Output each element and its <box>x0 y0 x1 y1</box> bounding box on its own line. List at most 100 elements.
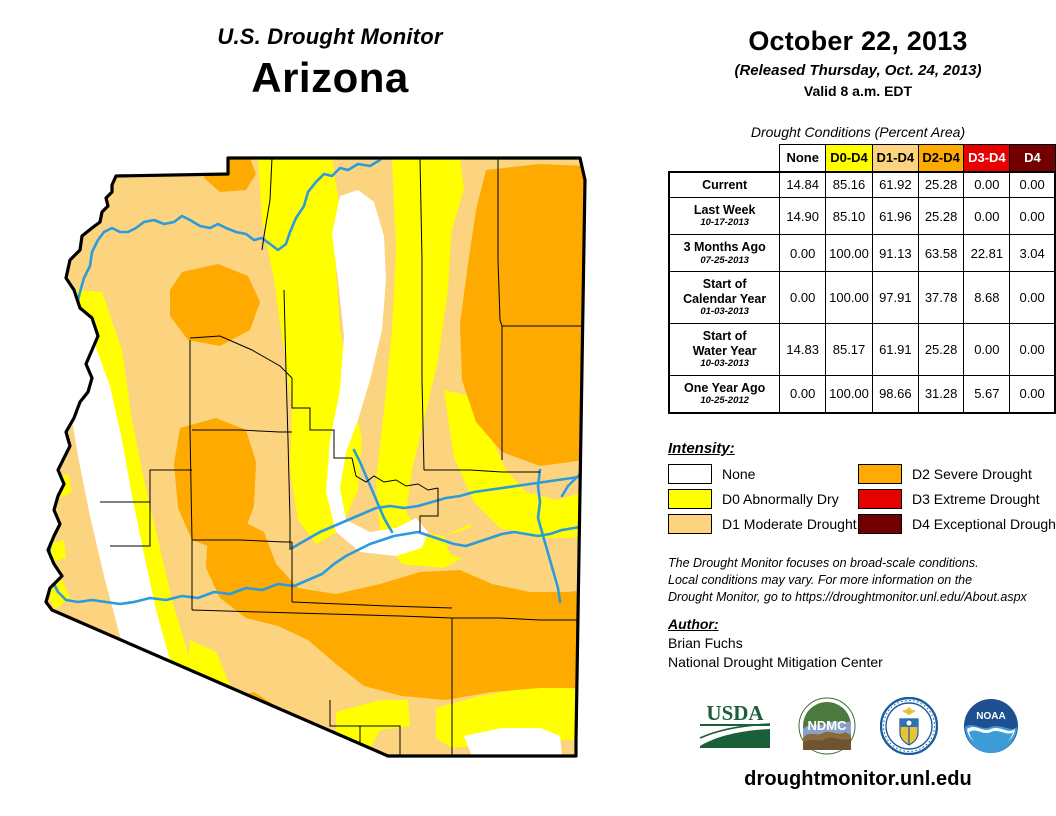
row-date: 07-25-2013 <box>700 254 749 266</box>
svg-text:NDMC: NDMC <box>808 718 848 733</box>
table-cell-none: 14.84 <box>779 170 827 198</box>
table-col-header-d0-d4: D0-D4 <box>825 144 873 172</box>
legend-swatch <box>858 514 902 534</box>
table-cell-d1-d4: 98.66 <box>871 374 919 415</box>
legend-label: D2 Severe Drought <box>912 466 1032 482</box>
table-cell-d4: 0.00 <box>1009 374 1056 415</box>
author-block: Author: Brian Fuchs National Drought Mit… <box>668 616 1056 670</box>
table-cell-d0-d4: 100.00 <box>825 234 873 273</box>
row-name: Start of Calendar Year <box>683 277 767 306</box>
disclaimer-line-2: Local conditions may vary. For more info… <box>668 572 973 587</box>
table-row: Current 14.84 85.16 61.92 25.28 0.00 0.00 <box>668 170 1056 198</box>
table-cell-d2-d4: 63.58 <box>917 234 965 273</box>
release-date: (Released Thursday, Oct. 24, 2013) <box>734 62 982 79</box>
noaa-logo: NOAA <box>962 697 1020 760</box>
table-col-header-d1-d4: D1-D4 <box>871 144 919 172</box>
row-date: 10-17-2013 <box>700 217 749 229</box>
table-cell-d2-d4: 31.28 <box>917 374 965 415</box>
table-col-header-d3-d4: D3-D4 <box>963 144 1011 172</box>
table-col-header-none: None <box>779 144 827 172</box>
row-name: Start of Water Year <box>692 329 757 358</box>
table-corner-cell <box>669 145 780 172</box>
legend-item: D2 Severe Drought <box>858 464 1056 484</box>
table-cell-d3-d4: 0.00 <box>963 196 1011 236</box>
map-supertitle: U.S. Drought Monitor <box>217 24 443 49</box>
table-row: 3 Months Ago 07-25-2013 0.00 100.00 91.13 63.… <box>668 234 1056 273</box>
usda-logo: USDA <box>696 698 774 759</box>
table-cell-d2-d4: 25.28 <box>917 323 965 376</box>
table-cell-d1-d4: 97.91 <box>871 271 919 325</box>
legend-label: D1 Moderate Drought <box>722 516 857 532</box>
legend-item: D3 Extreme Drought <box>858 489 1056 509</box>
drought-conditions-table: None D0-D4 D1-D4 D2-D4 D3-D4 D4 Current 14.84 8… <box>668 144 1056 415</box>
table-cell-d3-d4: 0.00 <box>963 323 1011 376</box>
legend-item: D4 Exceptional Drought <box>858 514 1056 534</box>
header-block: October 22, 2013 (Released Thursday, Oct… <box>660 26 1056 99</box>
table-cell-none: 14.90 <box>779 196 827 236</box>
legend-label: D3 Extreme Drought <box>912 491 1040 507</box>
arizona-drought-map <box>40 140 660 805</box>
logo-row: USDA NDMC <box>660 692 1056 764</box>
legend-label: None <box>722 466 756 482</box>
table-cell-d4: 0.00 <box>1009 323 1056 376</box>
table-body: Current 14.84 85.16 61.92 25.28 0.00 0.00 Last … <box>668 170 1056 415</box>
table-cell-d1-d4: 91.13 <box>871 234 919 273</box>
region-d1-accents <box>444 526 585 582</box>
table-row-label: Start of Calendar Year 01-03-2013 <box>668 271 781 325</box>
table-cell-d1-d4: 61.92 <box>871 170 919 198</box>
intensity-legend: Intensity: None D2 Severe Drought D0 Abnor… <box>668 440 1056 534</box>
table-row: One Year Ago 10-25-2012 0.00 100.00 98.66 31.… <box>668 374 1056 415</box>
table-cell-d2-d4: 25.28 <box>917 170 965 198</box>
table-col-header-d4: D4 <box>1009 144 1056 172</box>
legend-swatch <box>858 464 902 484</box>
table-row-label: Start of Water Year 10-03-2013 <box>668 323 781 376</box>
row-name: Last Week <box>693 202 756 217</box>
legend-item: D1 Moderate Drought <box>668 514 858 534</box>
row-date: 10-03-2013 <box>700 357 749 369</box>
table-row: Start of Water Year 10-03-2013 14.83 85.17 61… <box>668 323 1056 376</box>
info-panel: October 22, 2013 (Released Thursday, Oct… <box>660 0 1056 816</box>
disclaimer-line-3: Drought Monitor, go to https://droughtmo… <box>668 589 1027 604</box>
legend-swatch <box>668 489 712 509</box>
drought-layers <box>46 158 585 756</box>
table-cell-d0-d4: 85.17 <box>825 323 873 376</box>
table-caption: Drought Conditions (Percent Area) <box>750 124 966 140</box>
table-cell-d3-d4: 8.68 <box>963 271 1011 325</box>
table-cell-d1-d4: 61.91 <box>871 323 919 376</box>
site-url: droughtmonitor.unl.edu <box>744 768 972 790</box>
table-header: None D0-D4 D1-D4 D2-D4 D3-D4 D4 <box>669 144 1056 172</box>
table-cell-d0-d4: 85.10 <box>825 196 873 236</box>
county-boundaries <box>100 158 585 756</box>
commerce-seal <box>879 696 939 760</box>
table-cell-d3-d4: 5.67 <box>963 374 1011 415</box>
row-name: One Year Ago <box>684 380 766 395</box>
row-date: 10-25-2012 <box>700 395 749 407</box>
svg-text:NOAA: NOAA <box>976 711 1005 722</box>
table-cell-d4: 0.00 <box>1009 271 1056 325</box>
table-col-header-d2-d4: D2-D4 <box>917 144 965 172</box>
table-cell-d0-d4: 100.00 <box>825 271 873 325</box>
disclaimer-text: The Drought Monitor focuses on broad-sca… <box>668 555 1056 606</box>
author-name: Brian Fuchs <box>668 635 743 651</box>
table-cell-d2-d4: 37.78 <box>917 271 965 325</box>
table-cell-d4: 0.00 <box>1009 170 1056 198</box>
valid-time: Valid 8 a.m. EDT <box>803 83 913 99</box>
table-row: Last Week 10-17-2013 14.90 85.10 61.96 25.28 0… <box>668 196 1056 236</box>
table-cell-none: 0.00 <box>779 271 827 325</box>
legend-label: D0 Abnormally Dry <box>722 491 839 507</box>
page-title: Arizona <box>251 54 409 101</box>
map-title-block: U.S. Drought Monitor Arizona <box>0 24 660 102</box>
table-cell-d0-d4: 85.16 <box>825 170 873 198</box>
row-name: Current <box>702 177 748 192</box>
table-cell-none: 14.83 <box>779 323 827 376</box>
ndmc-logo: NDMC <box>798 697 856 760</box>
table-row-label: 3 Months Ago 07-25-2013 <box>668 234 781 273</box>
table-cell-d2-d4: 25.28 <box>917 196 965 236</box>
row-date: 01-03-2013 <box>700 306 749 318</box>
map-panel: U.S. Drought Monitor Arizona <box>0 24 660 805</box>
table-cell-d4: 0.00 <box>1009 196 1056 236</box>
legend-swatch <box>668 464 712 484</box>
legend-label: D4 Exceptional Drought <box>912 516 1056 532</box>
table-cell-d4: 3.04 <box>1009 234 1056 273</box>
